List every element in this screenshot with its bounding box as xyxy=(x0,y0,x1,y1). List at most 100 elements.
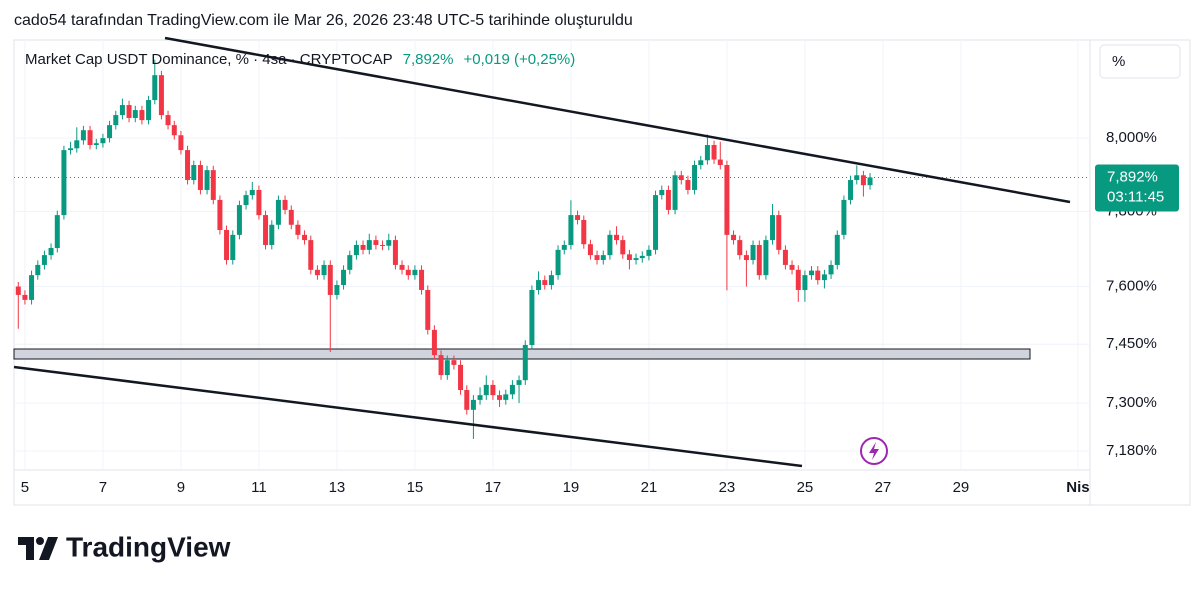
candle-body xyxy=(444,360,450,376)
candle-body xyxy=(665,189,671,210)
candle-body xyxy=(516,380,522,385)
candle-body xyxy=(126,105,132,118)
candle-body xyxy=(659,189,665,196)
candle-body xyxy=(48,247,54,256)
candle-body xyxy=(607,234,613,256)
candle-body xyxy=(308,240,314,270)
candle-body xyxy=(392,240,398,265)
candle-body xyxy=(191,165,197,181)
candle-body xyxy=(431,329,437,356)
candle-body xyxy=(107,125,113,139)
candle-body xyxy=(412,269,418,276)
candle-body xyxy=(770,215,776,241)
candle-body xyxy=(698,160,704,166)
candle-body xyxy=(22,294,28,300)
alert-bolt[interactable] xyxy=(869,442,879,460)
candle-body xyxy=(438,355,444,376)
candle-body xyxy=(503,394,509,400)
candle-body xyxy=(614,234,620,241)
candle-body xyxy=(347,255,353,270)
candle-body xyxy=(795,269,801,290)
x-tick-label: 19 xyxy=(563,479,580,496)
price-box-value: 7,892% xyxy=(1107,168,1158,185)
logo-slash xyxy=(39,537,58,560)
candle-body xyxy=(419,269,425,290)
candle-body xyxy=(704,145,710,161)
candle-body xyxy=(653,195,659,250)
candle-body xyxy=(542,280,548,286)
x-tick-label: 21 xyxy=(641,479,658,496)
candle-body xyxy=(275,199,281,225)
candle-body xyxy=(809,270,815,276)
legend-change: +0,019 (+0,25%) xyxy=(464,51,576,68)
candle-body xyxy=(366,240,372,250)
legend-value: 7,892% xyxy=(403,51,454,68)
candle-body xyxy=(821,274,827,281)
candle-body xyxy=(35,264,41,276)
x-tick-label: 15 xyxy=(407,479,424,496)
candle-body xyxy=(236,205,242,235)
x-tick-label: 27 xyxy=(875,479,892,496)
caption: cado54 tarafından TradingView.com ile Ma… xyxy=(14,12,633,29)
candle-body xyxy=(587,244,593,256)
candle-body xyxy=(353,244,359,256)
candle-body xyxy=(295,224,301,235)
candle-body xyxy=(243,195,249,206)
candle-body xyxy=(54,215,60,248)
candle-body xyxy=(633,258,639,261)
candle-body xyxy=(68,148,74,151)
candle-body xyxy=(29,275,35,300)
candle-body xyxy=(834,234,840,265)
candle-body xyxy=(841,199,847,235)
candle-body xyxy=(165,115,171,126)
candle-body xyxy=(171,125,177,136)
x-tick-label: 23 xyxy=(719,479,736,496)
candle-body xyxy=(828,264,834,275)
candle-body xyxy=(185,150,191,181)
scale-button[interactable] xyxy=(1099,44,1181,79)
candle-body xyxy=(314,269,320,276)
upper-trendline xyxy=(164,36,1071,204)
logo-dot xyxy=(36,537,44,545)
candle-body xyxy=(639,255,645,259)
candle-body xyxy=(509,384,515,395)
logo: TradingView xyxy=(18,531,231,562)
candle-body xyxy=(41,255,47,265)
candle-body xyxy=(197,165,203,190)
candle-body xyxy=(380,244,386,246)
candle-body xyxy=(782,249,788,265)
candle-body xyxy=(743,255,749,261)
scale-button-label[interactable]: % xyxy=(1112,53,1125,70)
x-tick-label: 13 xyxy=(329,479,346,496)
x-tick-label: 5 xyxy=(21,479,29,496)
candle-body xyxy=(61,150,67,216)
candle-body xyxy=(204,170,210,190)
candle-body xyxy=(848,180,854,200)
candle-body xyxy=(146,100,152,121)
candle-body xyxy=(477,395,483,400)
candle-body xyxy=(867,177,873,186)
candle-body xyxy=(548,275,554,286)
candle-body xyxy=(750,244,756,261)
candle-body xyxy=(230,234,236,261)
support-zone xyxy=(13,348,1031,360)
candle-body xyxy=(594,255,600,261)
candle-body xyxy=(522,344,528,381)
y-tick-label: 7,600% xyxy=(1106,278,1157,295)
candle-body xyxy=(282,199,288,210)
grid xyxy=(14,40,1090,470)
candle-body xyxy=(600,255,606,261)
candle-body xyxy=(119,105,125,116)
price-box xyxy=(1095,164,1179,212)
overlay: 8,000%7,800%7,600%7,450%7,300%7,180%5791… xyxy=(21,51,1179,496)
candle-body xyxy=(581,219,587,245)
candle-body xyxy=(113,115,119,126)
alert-icon[interactable] xyxy=(860,437,888,465)
candle-body xyxy=(685,180,691,190)
candle-body xyxy=(490,384,496,396)
candle-body xyxy=(158,75,164,116)
candle-body xyxy=(854,175,860,181)
candle-body xyxy=(15,286,21,295)
logo-text: TradingView xyxy=(66,531,231,562)
